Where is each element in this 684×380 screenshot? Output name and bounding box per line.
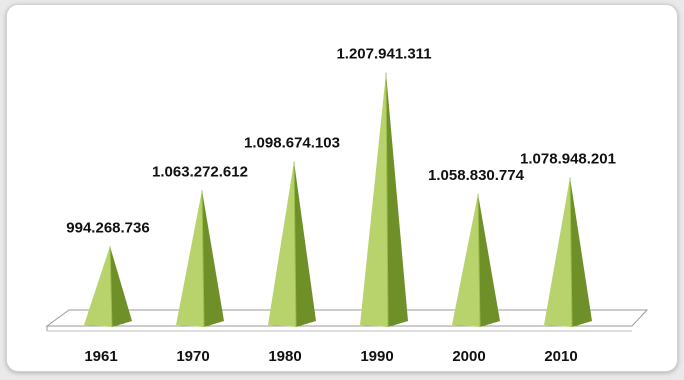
pyramid-bar — [360, 72, 408, 328]
chart-frame: 994.268.736 1.063.272.612 1.098.674.103 1.2… — [6, 4, 678, 372]
data-label: 1.063.272.612 — [152, 163, 248, 180]
data-label: 1.098.674.103 — [244, 134, 340, 151]
pyramid-face-left — [360, 72, 388, 327]
data-label: 1.058.830.774 — [428, 167, 525, 184]
pyramid-face-left — [544, 177, 572, 327]
pyramid-ridge — [109, 246, 113, 328]
x-tick-label: 1970 — [176, 348, 209, 365]
pyramid-ridge — [385, 72, 389, 328]
pyramid-face-right — [570, 177, 592, 327]
pyramid-face-right — [294, 161, 316, 327]
pyramid-ridge — [201, 190, 205, 328]
pyramid-bar — [84, 246, 132, 328]
pyramid-face-right — [202, 190, 224, 327]
data-label: 1.207.941.311 — [336, 46, 431, 63]
pyramid-ridge — [293, 161, 297, 328]
pyramid-bar — [452, 193, 500, 328]
x-tick-label: 2000 — [452, 348, 485, 365]
x-tick-label: 1980 — [268, 348, 301, 365]
pyramid-face-left — [176, 190, 204, 327]
pyramid-bar — [176, 190, 224, 328]
pyramid-face-right — [386, 72, 408, 327]
pyramid-face-right — [478, 193, 500, 327]
pyramid-ridge — [477, 193, 481, 328]
x-tick-label: 1990 — [360, 348, 393, 365]
pyramid-ridge — [569, 177, 573, 328]
pyramid-face-left — [452, 193, 480, 327]
pyramid-face-left — [84, 246, 112, 327]
x-tick-label: 2010 — [544, 348, 577, 365]
pyramid-face-right — [110, 246, 132, 327]
pyramid-bar — [544, 177, 592, 328]
x-tick-label: 1961 — [84, 348, 117, 365]
pyramid-face-left — [268, 161, 296, 327]
pyramid-chart: 994.268.736 1.063.272.612 1.098.674.103 1.2… — [45, 46, 649, 365]
pyramid-bar — [268, 161, 316, 328]
data-label: 994.268.736 — [66, 219, 149, 236]
data-label: 1.078.948.201 — [520, 151, 616, 168]
